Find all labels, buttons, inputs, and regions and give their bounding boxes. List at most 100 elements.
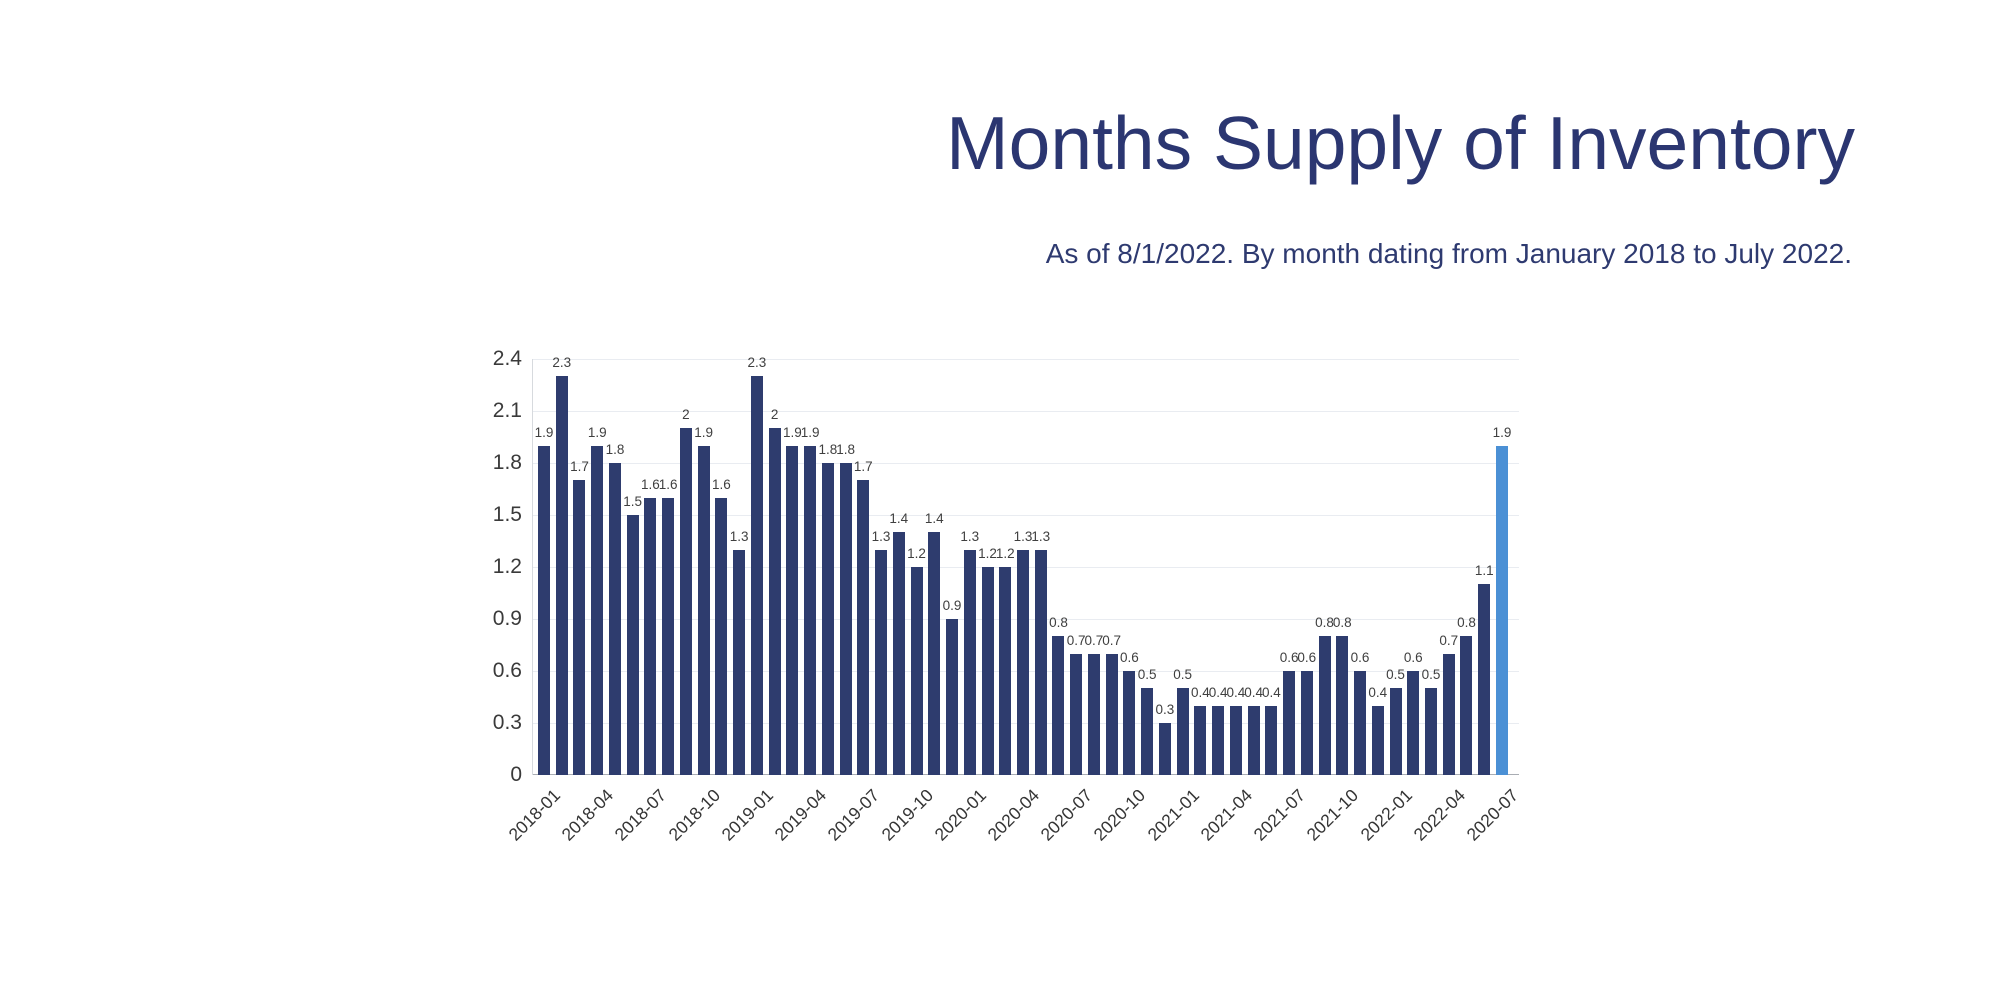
bar-value-label-2018-06: 1.5 (623, 494, 643, 509)
plot-area: 1.9 2.3 1.7 1.9 1.8 1.5 1.6 1.6 2 1.9 1.6 1.3 2.3 2 1.… (532, 355, 1519, 775)
bar-value-label-2020-09: 0.7 (1102, 632, 1122, 648)
bar-value-label-2019-01: 2.3 (747, 355, 767, 371)
bar-value-label-2022-04: 0.7 (1439, 632, 1459, 648)
bar-2021-11 (1354, 671, 1367, 775)
bar-2018-02 (555, 376, 568, 775)
bar-2021-05 (1247, 705, 1260, 775)
bar-2018-01 (538, 445, 550, 775)
bar-value-label-2020-05: 1.3 (1031, 528, 1051, 544)
bar-2019-04 (804, 445, 817, 775)
bar-2019-02 (768, 428, 781, 775)
bar-value-label-2018-07: 1.6 (641, 476, 660, 492)
bar-value-label-2021-12: 0.4 (1368, 684, 1388, 700)
gridline-2.1 (533, 410, 1519, 412)
bar-value-label-2018-04: 1.9 (587, 424, 607, 440)
bar-value-label-2022-01: 0.5 (1386, 667, 1405, 683)
bar-value-label-2020-12: 0.3 (1155, 702, 1175, 717)
bar-value-label-2019-03: 1.9 (782, 424, 802, 440)
bar-2018-08 (662, 497, 675, 775)
bar-2022-01 (1389, 688, 1402, 775)
bar-2022-06 (1478, 584, 1491, 775)
bar-2021-03 (1212, 705, 1225, 775)
bar-2021-10 (1336, 636, 1349, 775)
bar-value-label-2021-06: 0.4 (1261, 684, 1281, 700)
bar-2018-12 (733, 549, 746, 775)
bar-2018-03 (573, 480, 586, 775)
y-axis-tick-label-1.5: 1.5 (492, 503, 522, 526)
bar-value-label-2019-07: 1.7 (853, 459, 873, 475)
bar-value-label-2020-08: 0.7 (1084, 632, 1104, 648)
bar-2021-07 (1283, 671, 1296, 775)
chart-title: Months Supply of Inventory (946, 101, 1855, 185)
gridline-1.5 (533, 514, 1519, 516)
y-axis-tick-label-1.8: 1.8 (492, 451, 522, 474)
y-axis-tick-label-2.1: 2.1 (492, 399, 522, 422)
bar-2022-04 (1442, 653, 1455, 775)
bar-2022-02 (1407, 671, 1420, 775)
bar-2020-07 (1070, 653, 1083, 775)
bar-value-label-2018-12: 1.3 (729, 528, 749, 544)
bar-value-label-2021-07: 0.6 (1279, 650, 1299, 665)
bar-value-label-2020-02: 1.2 (978, 546, 997, 561)
y-axis-tick-label-0.6: 0.6 (492, 659, 522, 682)
gridline-2.4 (533, 358, 1519, 360)
y-axis-tick-label-0: 0 (510, 763, 522, 786)
bar-2020-08 (1087, 653, 1100, 775)
bar-2018-04 (591, 445, 604, 775)
bar-2018-05 (608, 463, 621, 775)
y-axis-tick-label-1.2: 1.2 (492, 555, 522, 578)
bar-value-label-2021-01: 0.5 (1173, 667, 1193, 683)
bar-2019-07 (857, 480, 870, 775)
bar-value-label-2022-02: 0.6 (1403, 650, 1423, 665)
bar-2019-12 (946, 619, 959, 775)
bar-value-label-2019-05: 1.8 (818, 442, 838, 457)
bar-value-label-2019-04: 1.9 (800, 424, 820, 440)
bar-value-label-2021-11: 0.6 (1350, 650, 1370, 665)
bar-2021-08 (1300, 671, 1313, 775)
bar-value-label-2019-06: 1.8 (836, 442, 855, 457)
bar-2020-10 (1123, 671, 1136, 775)
bar-value-label-2018-11: 1.6 (712, 476, 731, 492)
bar-value-label-2021-03: 0.4 (1208, 684, 1228, 700)
bar-value-label-2018-09: 2 (682, 407, 690, 423)
bar-2022-03 (1425, 688, 1437, 775)
bar-2019-10 (910, 567, 923, 775)
bar-2018-11 (715, 497, 728, 775)
bar-value-label-2020-11: 0.5 (1137, 667, 1157, 683)
bar-value-label-2018-05: 1.8 (605, 442, 625, 457)
chart-subtitle: As of 8/1/2022. By month dating from Jan… (1045, 238, 1852, 269)
bar-value-label-2021-08: 0.6 (1297, 650, 1317, 665)
bar-value-label-2018-10: 1.9 (694, 424, 714, 440)
bar-value-label-2021-09: 0.8 (1315, 615, 1334, 631)
bar-2021-04 (1229, 705, 1242, 775)
bar-2021-09 (1318, 636, 1331, 775)
bar-value-label-2020-04: 1.3 (1013, 528, 1033, 544)
bar-value-label-2021-04: 0.4 (1226, 684, 1246, 700)
bar-2020-03 (999, 567, 1012, 775)
bar-2019-08 (875, 549, 888, 775)
bar-2022-07 (1495, 445, 1508, 775)
bar-2020-04 (1016, 549, 1029, 775)
bar-value-label-2019-12: 0.9 (942, 598, 962, 613)
bar-2019-06 (839, 463, 852, 775)
bar-2021-01 (1176, 688, 1189, 775)
y-axis-tick-label-0.3: 0.3 (492, 711, 522, 734)
bar-2020-12 (1158, 723, 1171, 775)
bar-2018-07 (644, 497, 657, 775)
bar-value-label-2019-02: 2 (770, 407, 779, 423)
bar-value-label-2018-03: 1.7 (570, 459, 589, 475)
bar-2020-02 (981, 567, 994, 775)
bar-2020-01 (963, 549, 976, 775)
bar-2018-06 (626, 515, 639, 775)
bar-value-label-2019-09: 1.4 (889, 511, 909, 527)
bar-2018-10 (697, 445, 710, 775)
bar-value-label-2020-07: 0.7 (1066, 632, 1086, 648)
bar-value-label-2021-10: 0.8 (1332, 615, 1352, 631)
bar-value-label-2018-02: 2.3 (552, 355, 572, 371)
y-axis-tick-label-0.9: 0.9 (492, 607, 522, 630)
bar-value-label-2020-03: 1.2 (995, 546, 1015, 561)
bar-value-label-2022-05: 0.8 (1457, 615, 1476, 631)
bar-2020-09 (1105, 653, 1118, 775)
bar-value-label-2019-08: 1.3 (871, 528, 891, 544)
bar-2020-05 (1034, 549, 1047, 775)
